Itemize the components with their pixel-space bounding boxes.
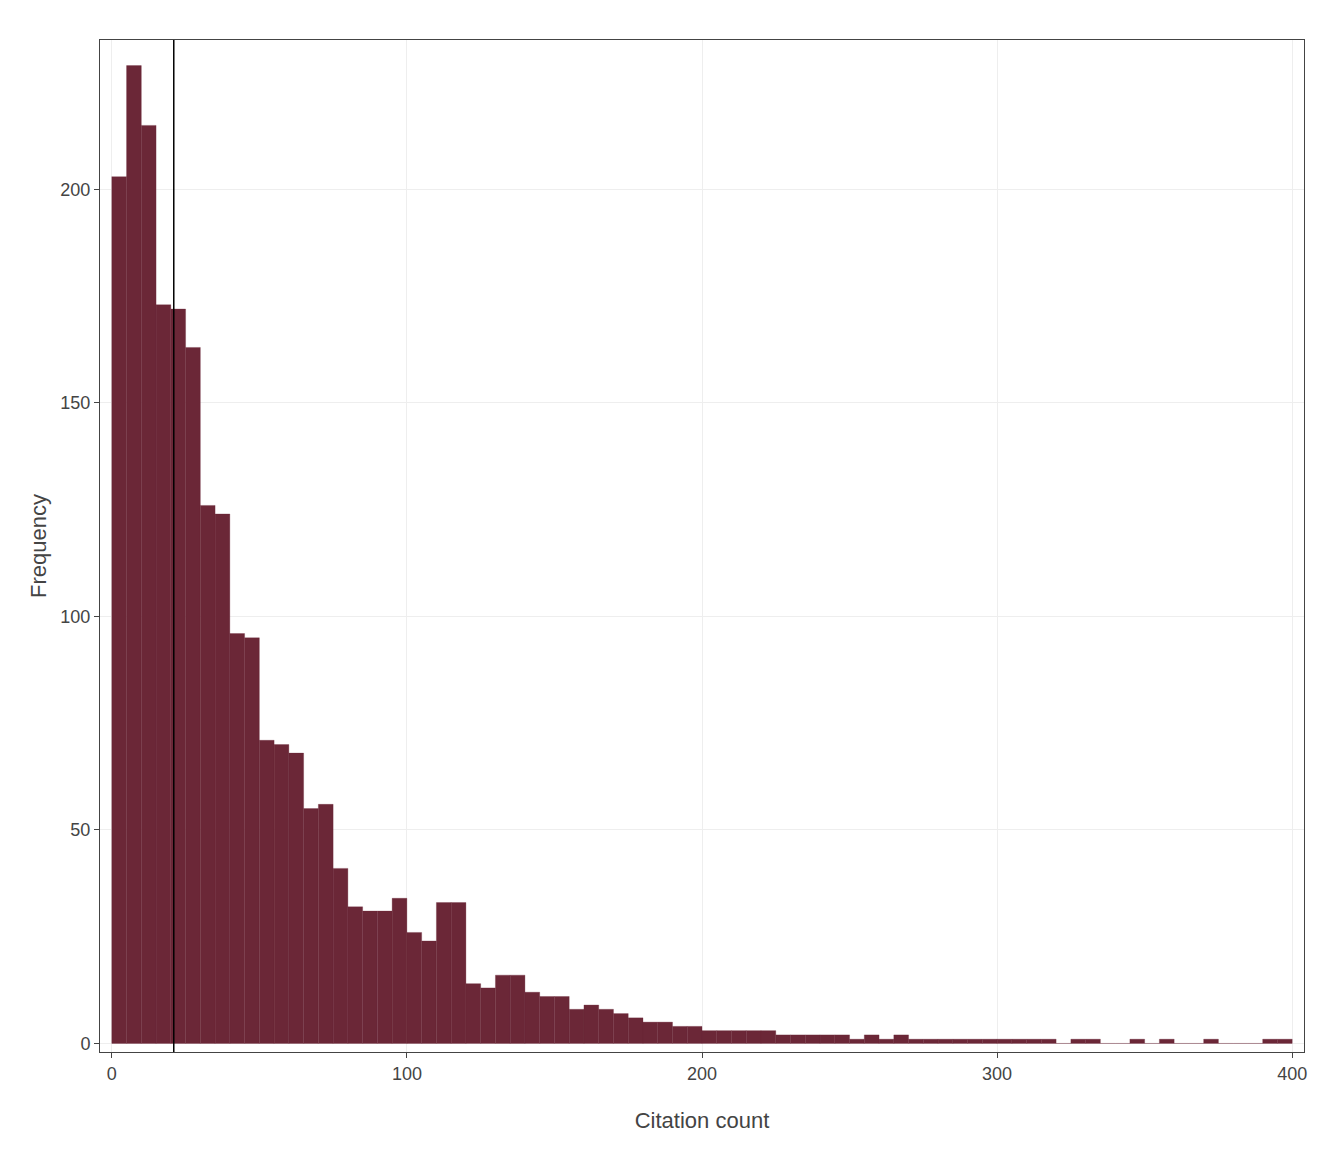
svg-text:300: 300 — [982, 1064, 1012, 1084]
svg-text:0: 0 — [80, 1034, 90, 1054]
svg-text:100: 100 — [392, 1064, 422, 1084]
svg-text:Citation count: Citation count — [635, 1108, 770, 1133]
svg-text:200: 200 — [687, 1064, 717, 1084]
svg-text:100: 100 — [60, 607, 90, 627]
svg-text:50: 50 — [70, 820, 90, 840]
svg-text:Frequency: Frequency — [26, 494, 51, 598]
svg-text:200: 200 — [60, 180, 90, 200]
svg-text:400: 400 — [1277, 1064, 1307, 1084]
svg-text:0: 0 — [107, 1064, 117, 1084]
svg-text:150: 150 — [60, 393, 90, 413]
